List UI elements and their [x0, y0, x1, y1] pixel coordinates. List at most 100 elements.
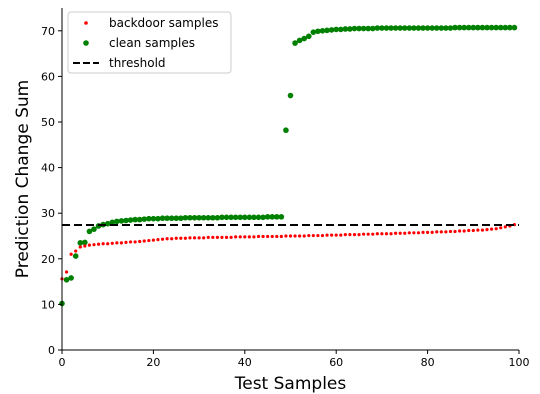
backdoor-sample-point [69, 252, 73, 256]
clean-sample-point [310, 29, 317, 35]
backdoor-sample-point [485, 228, 489, 232]
clean-sample-point [200, 214, 207, 221]
backdoor-sample-point [192, 236, 197, 240]
y-tick-label: 20 [41, 253, 55, 266]
backdoor-sample-point [256, 234, 261, 239]
clean-sample-point [319, 28, 326, 34]
backdoor-sample-point [247, 235, 251, 239]
x-tick-label: 20 [146, 356, 160, 369]
clean-sample-point [255, 214, 262, 221]
clean-sample-point [305, 33, 312, 40]
y-tick-label: 40 [41, 162, 55, 175]
backdoor-sample-point [462, 229, 466, 233]
clean-sample-point [86, 228, 93, 235]
backdoor-sample-point [357, 233, 361, 237]
clean-sample-point [287, 92, 294, 99]
backdoor-sample-point [270, 234, 274, 239]
clean-sample-point [415, 25, 422, 31]
clean-sample-point [219, 214, 225, 221]
backdoor-sample-point [421, 230, 425, 234]
clean-sample-point [324, 27, 330, 34]
clean-sample-point [141, 216, 148, 222]
clean-sample-point [63, 276, 70, 283]
backdoor-sample-point [288, 234, 293, 238]
backdoor-sample-point [252, 235, 256, 239]
y-tick-label: 50 [41, 116, 55, 129]
backdoor-sample-point [128, 240, 133, 244]
backdoor-sample-point [307, 233, 311, 238]
clean-sample-point [251, 214, 257, 221]
backdoor-sample-point [142, 239, 146, 243]
plot-area [59, 24, 519, 307]
backdoor-sample-point [78, 245, 82, 249]
legend-items: backdoor samples clean samples threshold [73, 16, 218, 70]
legend-label: clean samples [109, 36, 195, 50]
clean-sample-point [182, 214, 189, 221]
clean-sample-point [365, 25, 371, 32]
backdoor-sample-point [489, 227, 494, 231]
backdoor-sample-point [339, 233, 343, 237]
clean-sample-point [91, 226, 97, 232]
backdoor-sample-point [133, 240, 137, 244]
clean-sample-point [388, 25, 394, 31]
clean-sample-point [114, 218, 120, 225]
clean-sample-point [452, 24, 458, 31]
clean-sample-point [438, 25, 445, 31]
backdoor-sample-point [202, 236, 206, 240]
y-tick-label: 30 [41, 207, 55, 220]
axes: 0 20 40 60 80 100 0 10 20 30 40 50 60 70 [41, 8, 530, 369]
clean-sample-point [269, 214, 276, 220]
backdoor-sample-point [238, 235, 242, 239]
backdoor-sample-point [224, 235, 229, 239]
clean-sample-point [360, 25, 367, 32]
clean-sample-point [420, 25, 426, 31]
backdoor-sample-point [430, 230, 434, 234]
backdoor-sample-point [471, 228, 475, 233]
clean-sample-point [502, 24, 509, 31]
backdoor-sample-point [147, 238, 151, 243]
backdoor-sample-point [389, 232, 393, 236]
clean-sample-point [301, 35, 308, 42]
legend-item: threshold [73, 56, 166, 70]
clean-sample-point [150, 215, 157, 222]
clean-sample-point [475, 24, 481, 31]
backdoor-sample-point [457, 229, 462, 233]
clean-sample-point [264, 214, 271, 220]
backdoor-sample-point [266, 234, 270, 239]
backdoor-sample-point [476, 228, 480, 232]
clean-sample-point [109, 219, 116, 226]
backdoor-sample-point [362, 232, 366, 236]
x-tick-label: 100 [509, 356, 530, 369]
clean-sample-point [470, 24, 477, 31]
backdoor-sample-point [325, 233, 329, 237]
clean-sample-point [292, 40, 298, 46]
backdoor-sample-point [106, 242, 110, 246]
legend-label: backdoor samples [109, 16, 218, 30]
clean-sample-point [379, 25, 385, 31]
clean-sample-point [127, 217, 134, 223]
clean-sample-point [283, 127, 289, 134]
clean-sample-point [347, 26, 353, 32]
y-tick-label: 10 [41, 298, 55, 311]
clean-sample-point [72, 253, 79, 259]
clean-sample-point [242, 214, 248, 221]
backdoor-sample-point [343, 233, 347, 237]
legend-label: threshold [109, 56, 166, 70]
backdoor-sample-point [215, 235, 219, 239]
backdoor-sample-point [334, 233, 338, 237]
x-tick-label: 80 [421, 356, 435, 369]
clean-sample-point [507, 24, 513, 31]
clean-sample-point [406, 25, 413, 31]
clean-sample-point [493, 24, 499, 31]
legend: backdoor samples clean samples threshold [67, 11, 232, 74]
clean-sample-point [205, 214, 212, 221]
backdoor-sample-point [170, 237, 174, 241]
backdoor-sample-point [151, 238, 155, 242]
clean-sample-point [77, 240, 84, 246]
backdoor-sample-point [87, 243, 92, 247]
backdoor-sample-point [206, 235, 210, 239]
clean-sample-point [104, 220, 111, 227]
clean-sample-point [497, 24, 504, 31]
backdoor-sample-point [179, 236, 183, 240]
